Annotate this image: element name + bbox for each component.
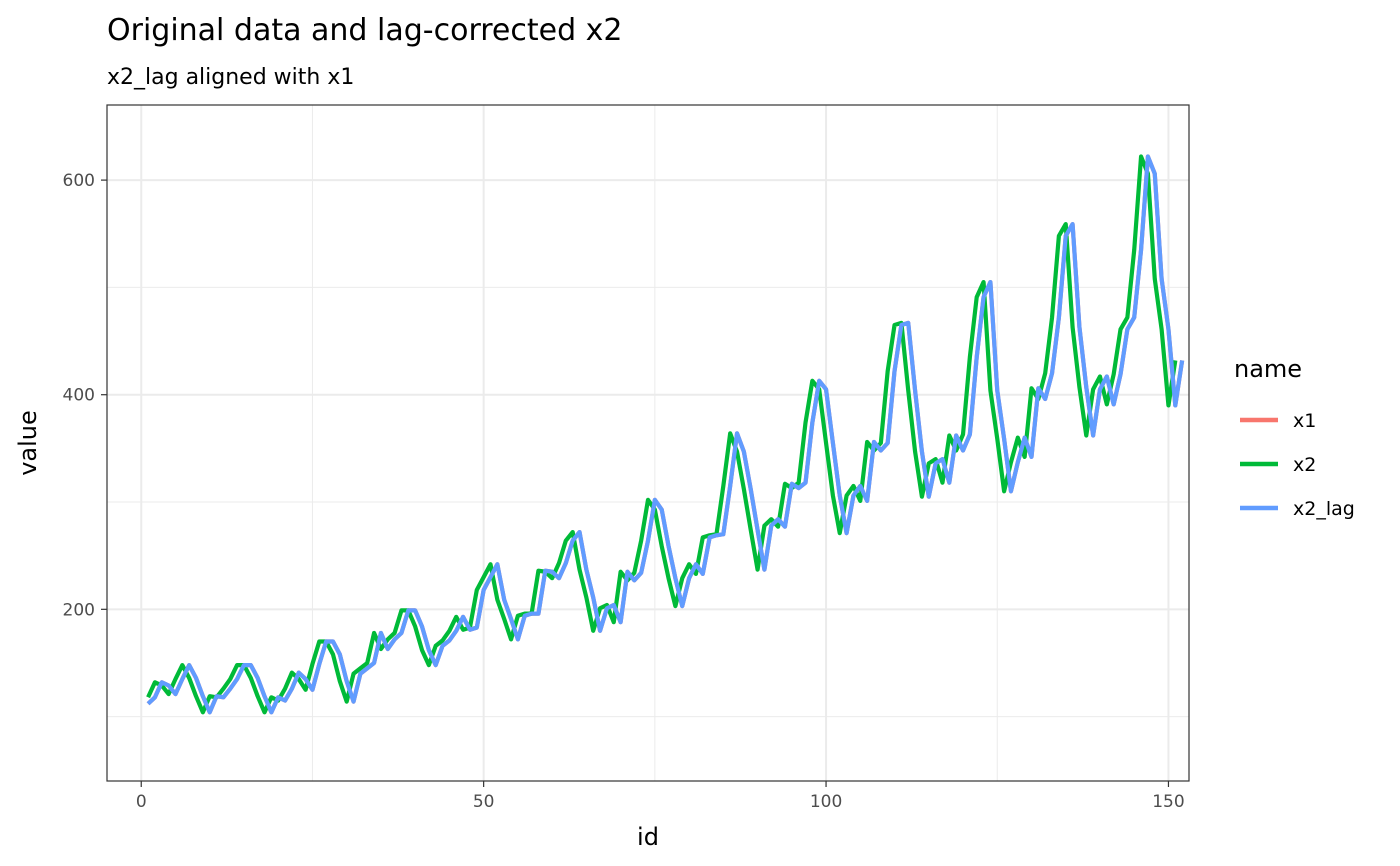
chart-title: Original data and lag-corrected x2 [107,13,623,48]
legend-label-x1: x1 [1293,410,1316,432]
series-line-x2 [146,154,1178,715]
y-tick-label: 400 [63,386,95,406]
x-axis-title: id [637,823,659,851]
y-tick-label: 600 [63,171,95,191]
legend-title: name [1234,355,1302,383]
legend-label-x2-lag: x2_lag [1293,498,1355,520]
x-tick-label: 0 [136,792,147,812]
plot-panel [107,105,1189,781]
plot-border [106,104,1190,782]
x-tick-label: 50 [473,792,495,812]
x-tick-label: 150 [1152,792,1184,812]
y-tick-label: 200 [63,600,95,620]
major-gridlines [107,105,1189,781]
plot-area [106,104,1190,782]
legend-items: x1 x2 x2_lag [1240,410,1355,520]
series-lines [146,154,1185,715]
legend-label-x2: x2 [1293,454,1316,476]
y-axis-title: value [14,410,42,476]
y-axis-ticks: 200 400 600 [63,171,107,620]
legend: name x1 x2 x2_lag [1234,355,1355,520]
series-line-x2-lag [146,154,1185,715]
x-axis-ticks: 0 50 100 150 [136,781,1185,812]
chart-subtitle: x2_lag aligned with x1 [107,65,354,90]
x-tick-label: 100 [810,792,842,812]
